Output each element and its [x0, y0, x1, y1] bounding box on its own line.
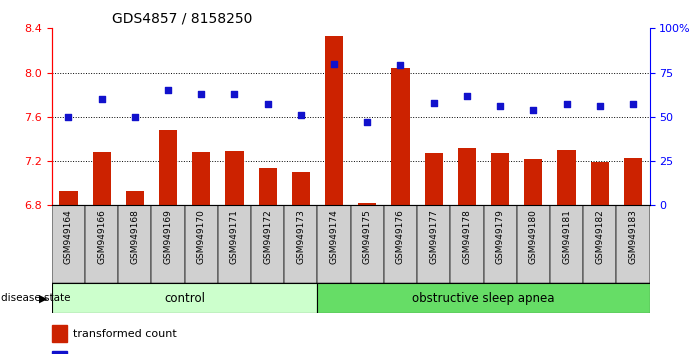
Bar [350, 205, 384, 283]
Bar [93, 152, 111, 205]
Bar [52, 205, 85, 283]
Point [362, 119, 373, 125]
Text: GSM949178: GSM949178 [462, 209, 471, 264]
Point [328, 61, 339, 67]
Text: GSM949171: GSM949171 [230, 209, 239, 264]
Point [162, 87, 173, 93]
Bar [457, 148, 476, 205]
Point [495, 103, 506, 109]
Bar [251, 205, 284, 283]
Point [462, 93, 473, 98]
Text: GSM949179: GSM949179 [495, 209, 504, 264]
Text: GSM949168: GSM949168 [131, 209, 140, 264]
Bar [85, 205, 118, 283]
Text: ▶: ▶ [39, 293, 47, 303]
Text: GSM949169: GSM949169 [164, 209, 173, 264]
Text: disease state: disease state [1, 293, 71, 303]
Text: GSM949181: GSM949181 [562, 209, 571, 264]
Point [561, 102, 572, 107]
Point [196, 91, 207, 97]
Text: GSM949177: GSM949177 [429, 209, 438, 264]
Bar [284, 205, 317, 283]
Bar [424, 153, 443, 205]
Point [129, 114, 140, 120]
Bar [52, 325, 67, 342]
Bar [317, 205, 350, 283]
Bar [616, 205, 650, 283]
Text: control: control [164, 292, 205, 305]
Bar [126, 191, 144, 205]
Bar [151, 205, 184, 283]
Bar [325, 36, 343, 205]
Text: transformed count: transformed count [73, 329, 176, 339]
Text: GSM949172: GSM949172 [263, 209, 272, 264]
Bar [451, 205, 484, 283]
Bar [558, 150, 576, 205]
Point [63, 114, 74, 120]
Point [627, 102, 638, 107]
Point [594, 103, 605, 109]
Text: GSM949170: GSM949170 [197, 209, 206, 264]
Bar [517, 205, 550, 283]
Text: GSM949175: GSM949175 [363, 209, 372, 264]
Text: GSM949176: GSM949176 [396, 209, 405, 264]
Text: GSM949164: GSM949164 [64, 209, 73, 264]
Text: obstructive sleep apnea: obstructive sleep apnea [413, 292, 555, 305]
Bar [159, 130, 177, 205]
Bar [258, 168, 277, 205]
Text: GSM949174: GSM949174 [330, 209, 339, 264]
Bar [52, 351, 67, 354]
Bar [52, 283, 317, 313]
Point [528, 107, 539, 113]
Bar [391, 68, 410, 205]
Bar [591, 162, 609, 205]
Point [395, 63, 406, 68]
Bar [524, 159, 542, 205]
Text: GSM949180: GSM949180 [529, 209, 538, 264]
Bar [384, 205, 417, 283]
Bar [358, 203, 377, 205]
Bar [491, 153, 509, 205]
Bar [583, 205, 616, 283]
Point [295, 112, 306, 118]
Text: GSM949183: GSM949183 [628, 209, 637, 264]
Point [96, 96, 107, 102]
Bar [624, 158, 642, 205]
Bar [118, 205, 151, 283]
Text: GDS4857 / 8158250: GDS4857 / 8158250 [111, 12, 252, 26]
Text: GSM949173: GSM949173 [296, 209, 305, 264]
Point [428, 100, 439, 105]
Text: GSM949182: GSM949182 [595, 209, 604, 264]
Bar [225, 151, 244, 205]
Point [229, 91, 240, 97]
Bar [218, 205, 251, 283]
Bar [292, 172, 310, 205]
Bar [192, 152, 210, 205]
Bar [484, 205, 517, 283]
Bar [59, 191, 77, 205]
Bar [317, 283, 650, 313]
Bar [184, 205, 218, 283]
Text: GSM949166: GSM949166 [97, 209, 106, 264]
Bar [417, 205, 451, 283]
Point [262, 102, 273, 107]
Bar [550, 205, 583, 283]
